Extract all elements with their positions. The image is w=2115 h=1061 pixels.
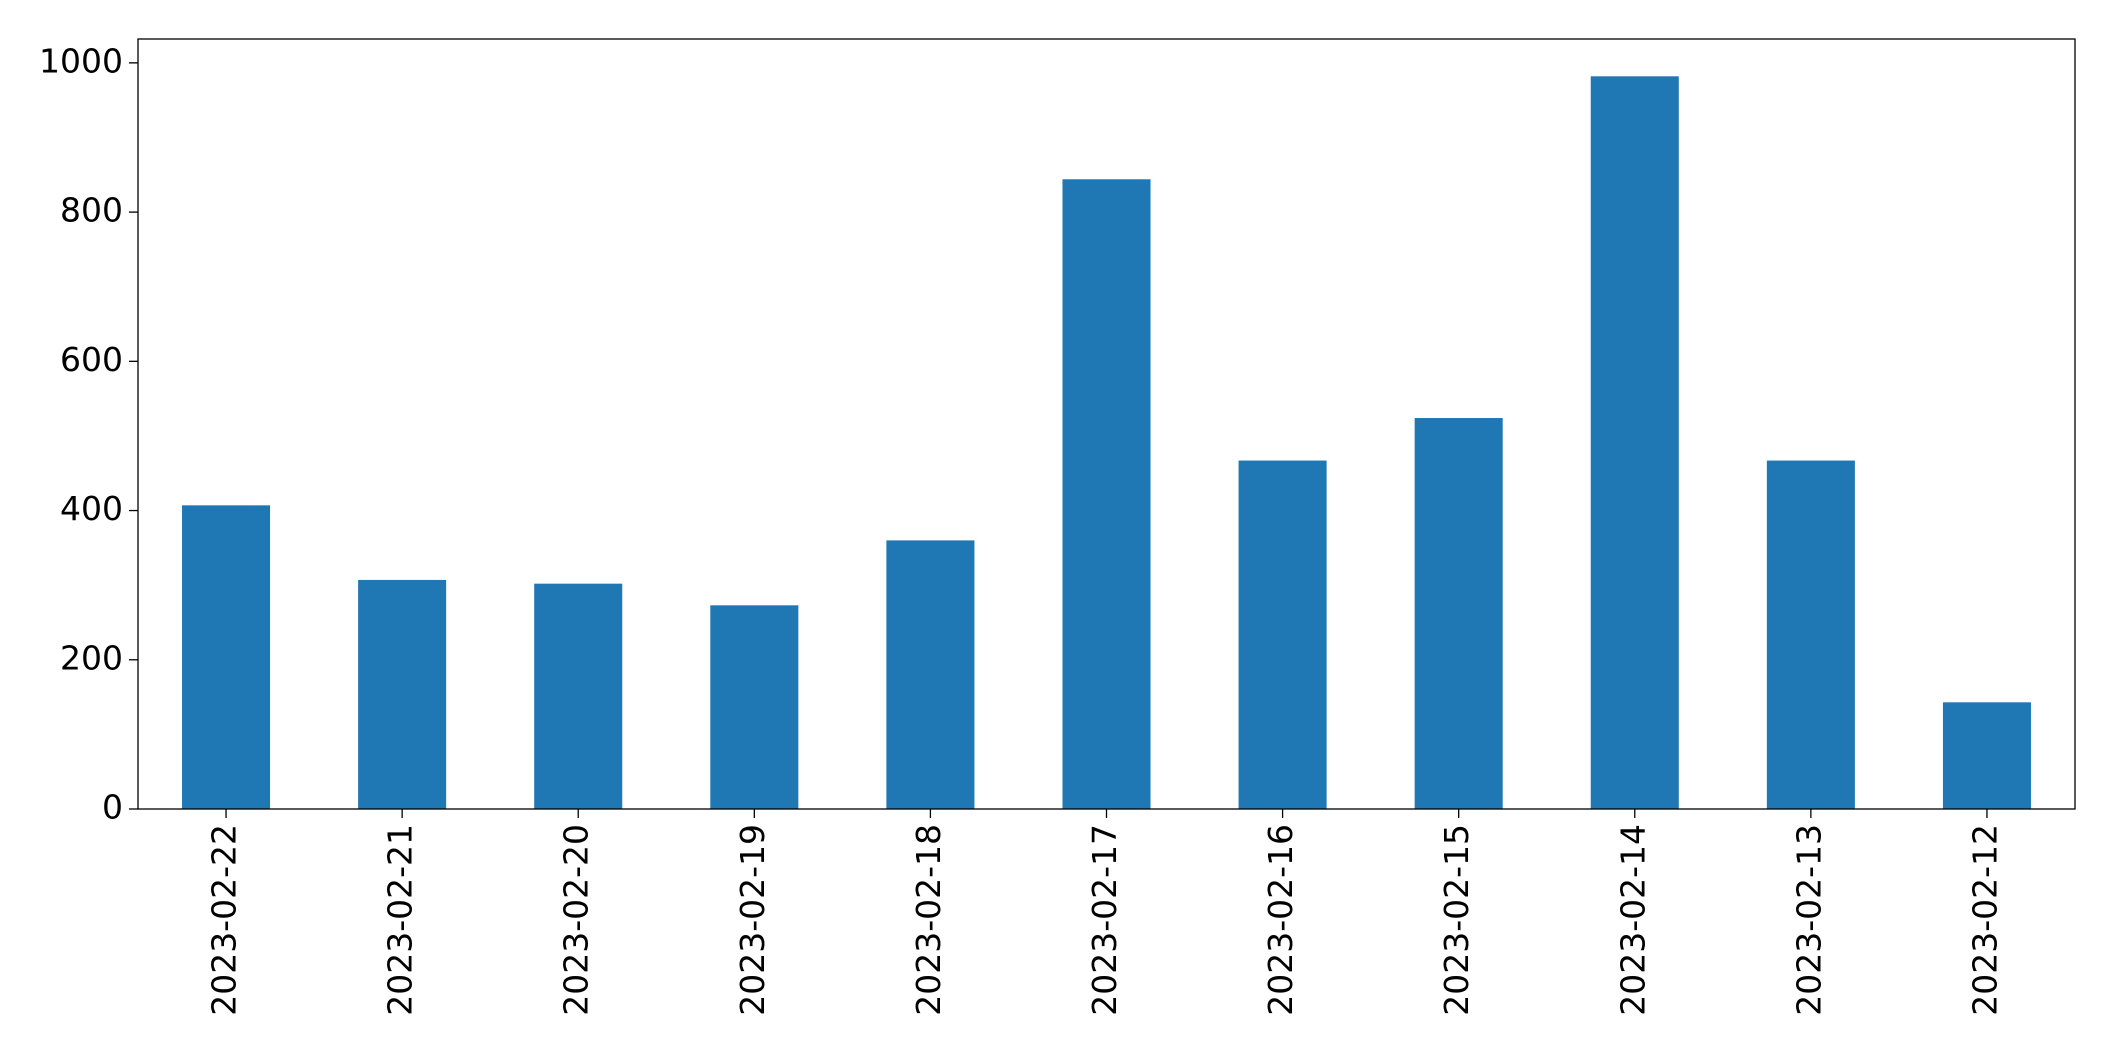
y-tick-label: 800 [60, 191, 123, 230]
bar [1414, 418, 1503, 809]
x-tick-label: 2023-02-13 [1789, 824, 1828, 1016]
bar [886, 540, 975, 809]
x-tick-label: 2023-02-21 [381, 824, 420, 1016]
x-tick-label: 2023-02-17 [1085, 824, 1124, 1016]
y-tick-label: 600 [60, 340, 123, 379]
x-tick-label: 2023-02-19 [733, 824, 772, 1016]
bar [1590, 76, 1679, 809]
bar [1062, 179, 1151, 810]
bar [182, 505, 271, 809]
bar [534, 583, 623, 809]
bar [1766, 460, 1855, 809]
bar [1942, 702, 2031, 809]
x-tick-label: 2023-02-18 [909, 824, 948, 1016]
plot-frame [137, 38, 2076, 810]
x-tick-label: 2023-02-22 [205, 824, 244, 1016]
x-tick-label: 2023-02-15 [1437, 824, 1476, 1016]
y-tick-label: 0 [102, 788, 123, 827]
x-tick-label: 2023-02-12 [1965, 824, 2004, 1016]
x-tick-label: 2023-02-14 [1613, 824, 1652, 1016]
y-tick-label: 200 [60, 638, 123, 677]
bar [358, 579, 447, 809]
x-tick-label: 2023-02-20 [557, 824, 596, 1016]
y-tick-label: 400 [60, 489, 123, 528]
y-tick-label: 1000 [39, 41, 123, 80]
bar [710, 605, 799, 809]
bar [1238, 460, 1327, 809]
x-tick-label: 2023-02-16 [1261, 824, 1300, 1016]
